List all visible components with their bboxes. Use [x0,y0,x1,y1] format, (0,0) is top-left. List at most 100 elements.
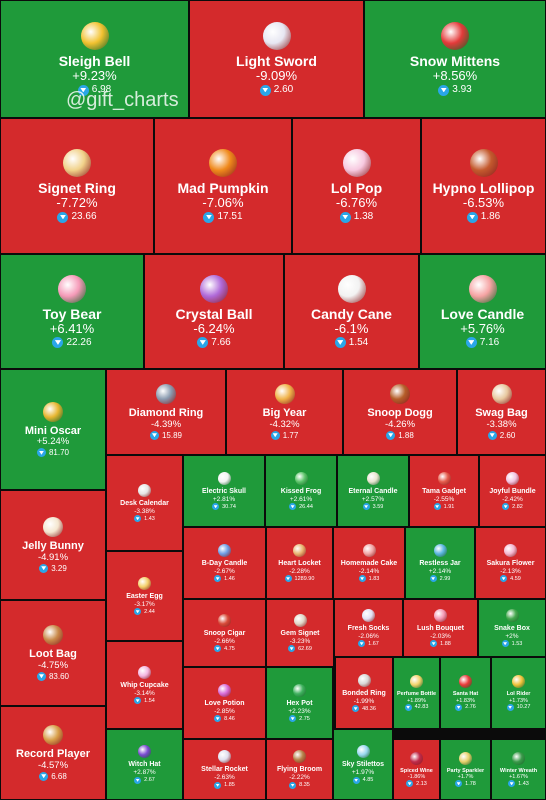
tile-name: Electric Skull [202,487,246,495]
tile-price-value: 30.74 [222,503,236,510]
heart-locket-icon [293,543,306,557]
tile-name: Mini Oscar [24,424,82,437]
tile-change: +6.41% [49,320,95,336]
tile-change: -7.72% [56,195,98,211]
tile-tama-gadget: Tama Gadget -2.55% 1.91 [409,455,479,527]
tile-price-value: 1.77 [282,430,299,440]
ton-icon [197,337,209,349]
restless-jar-icon [433,543,447,557]
tile-name: Crystal Ball [175,305,253,322]
ton-icon [362,503,370,511]
tile-price: 1.54 [134,697,155,705]
tile-price-value: 2.13 [416,780,427,787]
ton-icon [259,84,271,96]
tile-name: Candy Cane [311,305,392,322]
ton-icon [500,575,508,583]
tile-name: Sleigh Bell [58,53,131,70]
tile-price: 8.35 [289,781,310,789]
tile-record-player: Record Player -4.57% 6.68 [0,706,106,800]
easter-egg-icon [138,576,151,590]
tile-name: Restless Jar [419,559,461,567]
tile-price: 2.99 [429,575,450,583]
tile-price: 6.98 [77,84,111,96]
tile-desk-calendar: Desk Calendar -3.38% 1.43 [106,455,183,551]
tile-hex-pot: Hex Pot +2.23% 2.75 [266,667,333,739]
tile-name: Toy Bear [42,305,102,322]
ton-icon [352,705,360,713]
tile-price-value: 2.82 [512,503,523,510]
ton-icon [289,715,297,723]
spiced-wine-icon [410,751,423,765]
tile-price-value: 2.67 [144,777,155,784]
tile-price: 7.16 [465,337,499,349]
tile-change: -2.42% [502,495,523,503]
tile-price-value: 1.38 [353,211,374,223]
tile-name: Signet Ring [38,180,116,197]
tile-loot-bag: Loot Bag -4.75% 83.60 [0,600,106,706]
toy-bear-icon [58,274,86,303]
tile-price-value: 8.35 [299,782,310,789]
tile-change: -2.67% [214,567,235,575]
tile-change: +2.61% [289,495,313,503]
tile-change: -4.57% [37,759,69,771]
tile-price-value: 4.75 [224,645,235,652]
tile-name: Hex Pot [286,699,313,707]
tile-price-value: 83.60 [48,671,70,681]
sky-stilettos-icon [356,745,370,759]
winter-wreath-icon [512,751,525,765]
tile-change: +5.24% [36,436,70,448]
bonded-ring-icon [357,673,371,687]
tile-price: 83.60 [36,671,70,681]
tile-swag-bag: Swag Bag -3.38% 2.60 [457,369,546,455]
tile-name: Snoop Dogg [367,407,433,420]
tile-heart-locket: Heart Locket -2.28% 1289.90 [266,527,333,599]
tile-name: Easter Egg [126,592,163,600]
tile-change: -1.86% [407,774,426,780]
eternal-candle-icon [366,471,380,485]
tile-name: Winter Wreath [499,767,538,774]
tile-name: Love Potion [204,699,245,707]
tile-witch-hat: Witch Hat +2.87% 2.67 [106,729,183,800]
tile-jelly-bunny: Jelly Bunny -4.91% 3.29 [0,490,106,600]
tile-price-value: 1.91 [443,503,455,510]
tile-price: 2.44 [134,608,155,616]
ton-icon [501,640,509,648]
ton-icon [289,781,297,789]
tile-price-value: 7.66 [211,336,231,348]
tile-price-value: 4.59 [510,575,521,582]
tile-name: Witch Hat [128,761,161,769]
tile-name: Fresh Socks [347,624,390,632]
tile-name: Bonded Ring [342,689,386,697]
ton-icon [39,771,49,781]
tile-price: 7.66 [197,336,231,349]
tile-price: 26.44 [289,503,313,511]
tile-price: 17.51 [203,211,243,223]
ton-icon [36,671,46,681]
tile-price: 1.83 [358,575,379,583]
tile-change: -9.09% [255,68,298,84]
tile-name: Party Sparkler [446,767,485,774]
tile-toy-bear: Toy Bear +6.41% 22.26 [0,254,144,369]
tile-name: Lush Bouquet [416,624,465,632]
tile-snoop-cigar: Snoop Cigar -2.66% 4.75 [183,599,266,667]
tile-price-value: 81.70 [48,448,70,458]
tile-price: 1.78 [455,780,476,788]
tile-name: Homemade Cake [340,559,398,567]
tile-name: Santa Hat [452,691,479,698]
ton-icon [465,337,477,349]
tile-change: +1.83% [456,697,475,704]
light-sword-icon [262,22,291,51]
tile-easter-egg: Easter Egg -3.17% 2.44 [106,551,183,641]
tile-name: Perfume Bottle [396,691,437,698]
tile-price-value: 6.68 [51,771,67,781]
ton-icon [77,84,89,96]
ton-icon [352,776,360,784]
tile-price-value: 1.46 [224,575,235,582]
tile-change: -4.39% [150,418,182,430]
tile-change: -2.63% [214,774,235,782]
snake-box-icon [505,608,519,622]
tile-price-value: 1.88 [440,640,451,647]
tile-name: Snake Box [494,624,530,632]
tile-change: -3.38% [134,507,155,515]
